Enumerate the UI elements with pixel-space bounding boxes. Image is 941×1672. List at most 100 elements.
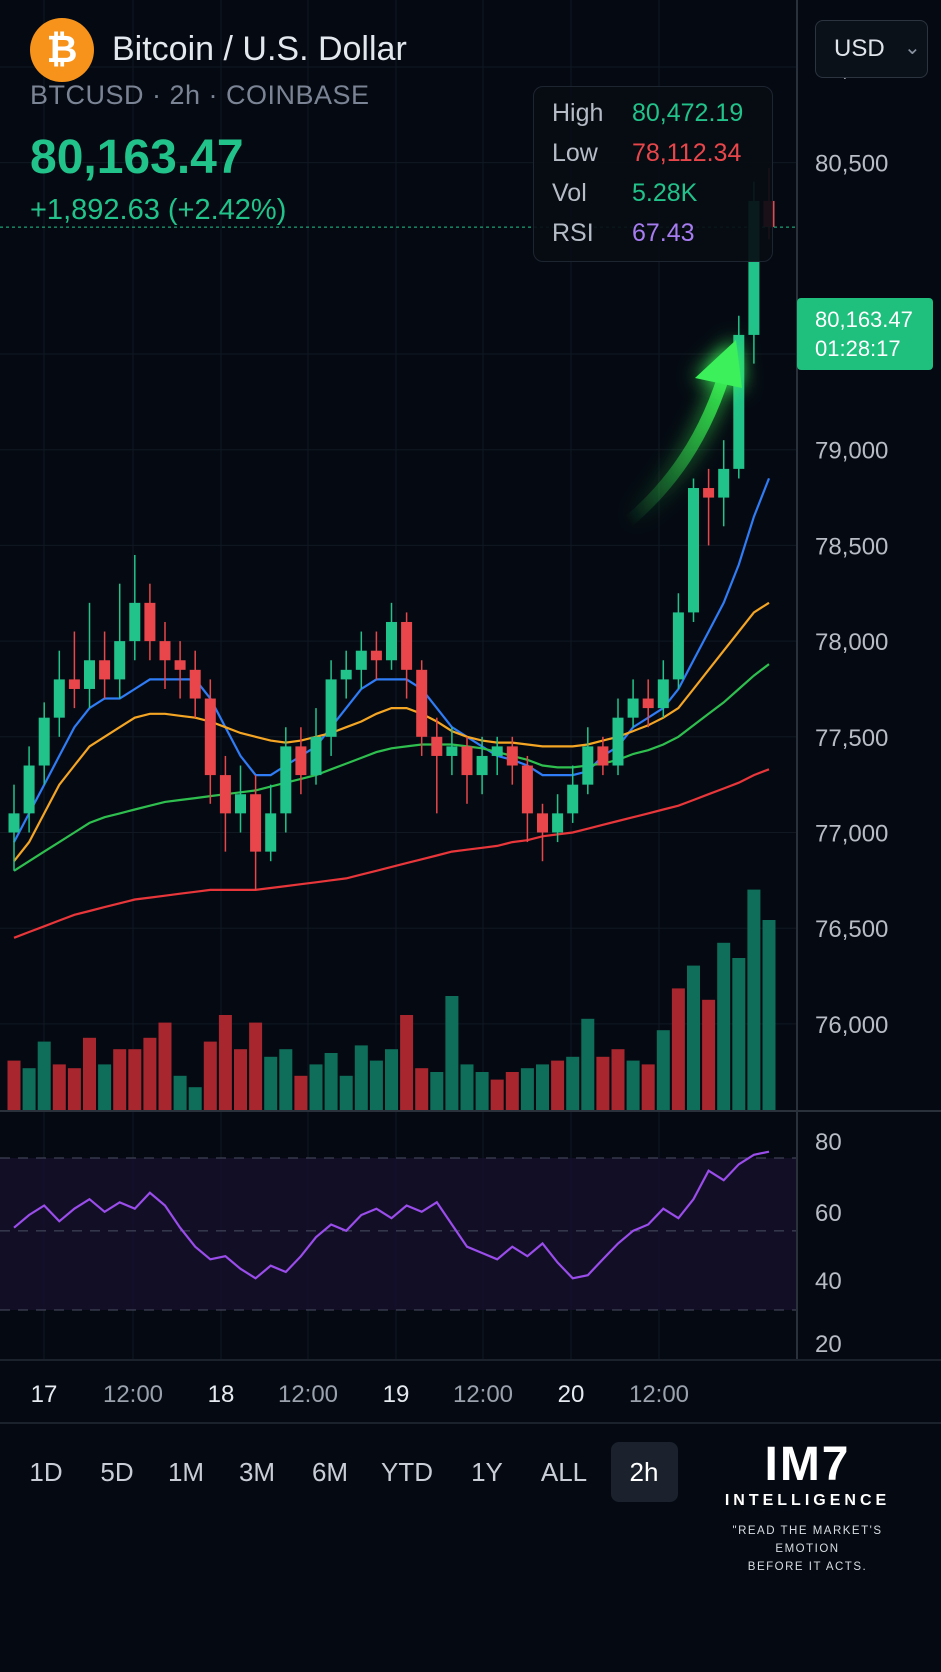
candle-body <box>703 488 715 498</box>
stat-high-value: 80,472.19 <box>632 99 744 127</box>
candle-body <box>672 612 684 680</box>
candle-body <box>310 736 322 776</box>
candle-body <box>8 813 20 833</box>
candle-body <box>355 650 367 670</box>
range-button-all[interactable]: ALL <box>540 1457 588 1487</box>
candle-body <box>552 813 564 833</box>
current-price: 80,163.47 <box>30 131 244 184</box>
volume-bar <box>536 1064 549 1110</box>
candle-body <box>537 813 548 833</box>
candle-body <box>250 794 262 852</box>
candle-body <box>280 746 292 814</box>
candle-body <box>416 669 428 737</box>
candle-body <box>476 755 488 776</box>
stat-vol-value: 5.28K <box>632 179 698 207</box>
candle-body <box>23 765 35 814</box>
candle-body <box>506 746 518 766</box>
volume-bar <box>687 965 700 1110</box>
trend-arrow-head <box>695 340 742 388</box>
volume-bar <box>264 1056 278 1110</box>
candle-body <box>265 813 277 852</box>
volume-bar <box>37 1041 51 1110</box>
volume-bar <box>22 1068 36 1110</box>
candle-body <box>174 660 186 670</box>
volume-bar <box>641 1064 655 1110</box>
candle-body <box>189 669 201 699</box>
moving-average-line <box>13 601 770 862</box>
candle-body <box>597 746 609 766</box>
volume-bar <box>279 1049 293 1110</box>
price-axis-label: 79,000 <box>815 438 888 465</box>
rsi-line <box>13 1150 770 1280</box>
volume-bar <box>475 1072 489 1110</box>
candle-body <box>129 602 141 642</box>
candle-body <box>386 621 397 661</box>
brand-tagline-1: "READ THE MARKET'S EMOTION <box>732 1525 883 1555</box>
rsi-axis-label: 80 <box>815 1129 842 1156</box>
range-button-1m[interactable]: 1M <box>167 1457 205 1487</box>
time-axis-label: 17 <box>31 1381 58 1408</box>
range-button-5d[interactable]: 5D <box>100 1457 134 1487</box>
range-button-ytd[interactable]: YTD <box>381 1457 433 1487</box>
moving-average-line <box>13 477 771 843</box>
volume-bar <box>203 1041 217 1110</box>
rsi-axis-label: 40 <box>815 1268 842 1295</box>
time-axis-label: 12:00 <box>629 1381 689 1408</box>
volume-bar <box>520 1068 534 1110</box>
price-axis-label: 77,500 <box>815 725 888 752</box>
volume-bar <box>611 1049 625 1110</box>
candle-body <box>204 698 216 776</box>
price-axis-label: 76,500 <box>815 916 888 943</box>
volume-bar <box>218 1015 232 1110</box>
range-button-1d[interactable]: 1D <box>29 1457 63 1487</box>
candle-body <box>144 602 156 642</box>
candle-body <box>431 736 443 756</box>
volume-bar <box>566 1056 580 1110</box>
candle-body <box>295 746 307 776</box>
candle-body <box>733 334 745 469</box>
stat-rsi-label: RSI <box>552 219 594 247</box>
stat-vol-label: Vol <box>552 179 587 207</box>
stats-panel: High 80,472.19 Low 78,112.34 Vol 5.28K R… <box>533 86 773 262</box>
volume-bar <box>430 1072 444 1110</box>
price-axis-label: 77,000 <box>815 821 888 848</box>
volume-bar <box>717 942 731 1110</box>
price-axis-label: 80,500 <box>815 151 888 178</box>
stat-low-label: Low <box>552 139 598 167</box>
stat-low-value: 78,112.34 <box>632 139 742 167</box>
volume-bar <box>551 1060 565 1110</box>
candle-body <box>401 621 413 670</box>
candle-body <box>84 660 95 689</box>
candle-body <box>642 698 654 709</box>
volume-bar <box>173 1075 187 1110</box>
volume-bar <box>445 996 459 1110</box>
range-button-1y[interactable]: 1Y <box>471 1457 503 1487</box>
volume-bar <box>490 1079 504 1110</box>
rsi-axis-label: 20 <box>815 1331 842 1358</box>
range-button-6m[interactable]: 6M <box>311 1457 349 1487</box>
currency-value: USD <box>834 35 885 62</box>
stat-high-label: High <box>552 99 604 127</box>
candle-body <box>370 650 382 661</box>
volume-bar <box>460 1064 474 1110</box>
candle-body <box>688 488 699 613</box>
time-axis-label: 19 <box>383 1381 410 1408</box>
bitcoin-logo-icon: ₿ <box>30 18 94 82</box>
currency-select[interactable]: USD ⌄ <box>815 20 928 78</box>
volume-bar <box>702 999 716 1110</box>
volume-bar <box>656 1030 670 1110</box>
candle-body <box>718 468 730 498</box>
volume-bar <box>324 1053 338 1110</box>
candle-body <box>567 784 579 814</box>
time-axis-label: 12:00 <box>103 1381 163 1408</box>
volume-bar <box>369 1060 383 1110</box>
range-button-2h[interactable]: 2h <box>629 1457 659 1487</box>
candle-body <box>114 641 126 680</box>
candle-body <box>748 200 760 335</box>
volume-bar <box>158 1022 172 1110</box>
range-button-3m[interactable]: 3M <box>238 1457 276 1487</box>
last-price-tag-value: 80,163.47 <box>815 307 913 332</box>
last-price-tag: 80,163.47 01:28:17 <box>797 298 933 370</box>
candle-body <box>657 679 669 709</box>
